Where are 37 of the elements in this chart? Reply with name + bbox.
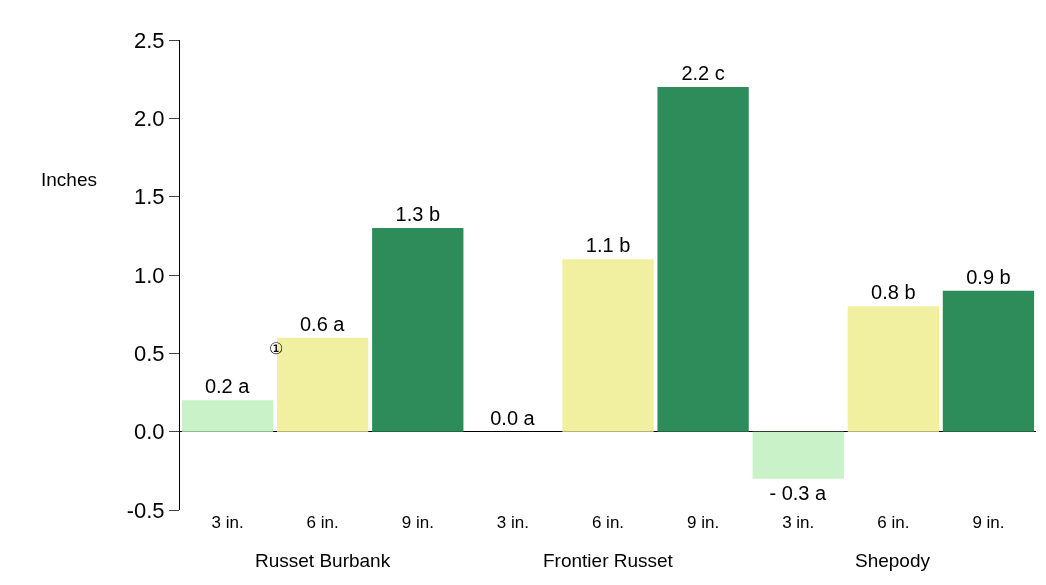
y-tick-label: 0.0: [134, 419, 165, 445]
data-label: - 0.3 a: [769, 481, 828, 504]
bar: [847, 306, 939, 432]
bar: [752, 431, 844, 479]
data-label: 0.9 b: [966, 265, 1011, 288]
y-tick-label: 1.5: [134, 184, 165, 210]
y-tick-label: 0.5: [134, 341, 165, 367]
text: Frontier Russet: [543, 550, 674, 571]
data-label: 0.8 b: [871, 281, 916, 304]
x-tick-label: 3 in.: [211, 513, 244, 532]
y-tick-label: 1.0: [134, 262, 165, 288]
bar: [657, 87, 749, 432]
y-axis-title: Inches: [41, 169, 97, 190]
x-tick-label: 6 in.: [877, 513, 910, 532]
data-label: 1.3 b: [395, 203, 441, 225]
data-label: 2.2 c: [681, 62, 725, 84]
x-tick-label: 3 in.: [782, 513, 815, 532]
data-label: 1.1 b: [585, 234, 631, 257]
y-tick-label: 2.5: [134, 27, 165, 53]
text: Russet Burbank: [255, 550, 391, 571]
bar: [942, 290, 1035, 432]
y-tick-label: 2.0: [134, 106, 165, 132]
text: Shepody: [855, 550, 931, 571]
bar: [562, 259, 654, 432]
bar: [372, 228, 464, 432]
data-label: 0.0 a: [490, 406, 536, 429]
x-tick-label: 6 in.: [591, 513, 625, 532]
bar: [181, 400, 274, 432]
data-label: 0.2 a: [204, 375, 251, 398]
x-tick-label: 9 in.: [687, 513, 720, 532]
x-tick-label: 6 in.: [306, 513, 339, 532]
data-label: 0.6 a: [299, 312, 346, 335]
x-tick-label: 3 in.: [496, 513, 529, 532]
x-tick-label: 9 in.: [972, 513, 1005, 532]
annotation: ①: [269, 340, 283, 357]
y-tick-label: -0.5: [126, 497, 165, 523]
x-tick-label: 9 in.: [401, 513, 434, 532]
